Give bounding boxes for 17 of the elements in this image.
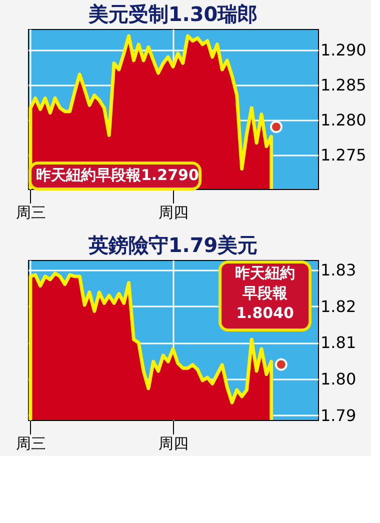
- y-tick-label: 1.275: [320, 145, 366, 164]
- x-tick-label: 周三: [16, 204, 46, 222]
- y-tick-label: 1.290: [320, 40, 366, 60]
- y-tick-label: 1.79: [320, 406, 356, 425]
- y-tick-label: 1.285: [320, 75, 366, 94]
- annotation: 昨天紐約早段報1.8040: [235, 264, 295, 322]
- y-tick-label: 1.83: [320, 260, 356, 280]
- chart-title: 美元受制1.30瑞郎: [87, 2, 258, 26]
- y-tick-label: 1.280: [320, 110, 366, 130]
- y-tick-label: 1.82: [320, 296, 356, 316]
- chart-title: 英鎊險守1.79美元: [87, 233, 258, 257]
- x-tick-label: 周四: [158, 434, 188, 452]
- x-tick-label: 周三: [16, 434, 46, 452]
- annotation: 昨天紐約早段報1.2790: [36, 166, 199, 184]
- y-tick-label: 1.81: [320, 333, 356, 352]
- y-tick-label: 1.80: [320, 370, 356, 388]
- x-tick-label: 周四: [158, 204, 188, 222]
